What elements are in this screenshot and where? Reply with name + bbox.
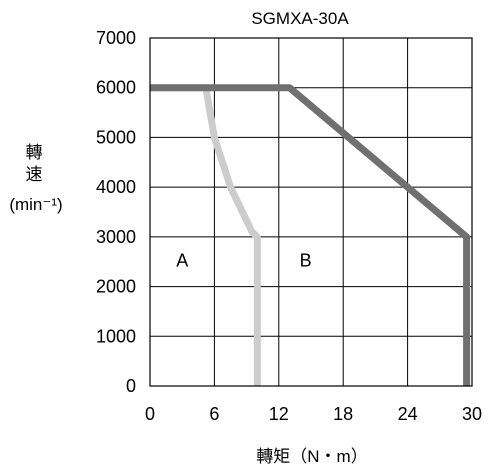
x-tick-label: 18 <box>333 404 353 424</box>
y-tick-label: 1000 <box>96 326 136 346</box>
region-label-b: B <box>300 251 312 271</box>
tick-labels: 0 6 12 18 24 30 0 1000 2000 3000 4000 5000 6000 7000 <box>96 28 482 424</box>
series-line-2 <box>150 84 471 386</box>
y-tick-label: 7000 <box>96 28 136 48</box>
x-tick-label: 0 <box>145 404 155 424</box>
y-tick-label: 0 <box>126 376 136 396</box>
plot-border <box>149 37 473 387</box>
y-tick-label: 6000 <box>96 78 136 98</box>
series-layer <box>150 84 471 386</box>
y-axis-label-line3: (min⁻¹) <box>9 195 62 214</box>
x-tick-label: 30 <box>462 404 482 424</box>
x-tick-label: 6 <box>209 404 219 424</box>
y-tick-label: 5000 <box>96 127 136 147</box>
plot-frame <box>149 37 473 387</box>
chart-title: SGMXA-30A <box>251 9 349 28</box>
y-tick-label: 2000 <box>96 277 136 297</box>
y-tick-label: 4000 <box>96 177 136 197</box>
region-label-a: A <box>176 251 188 271</box>
x-axis-label: 轉矩（N・m） <box>256 447 367 466</box>
x-tick-label: 12 <box>269 404 289 424</box>
x-tick-label: 24 <box>398 404 418 424</box>
y-axis-label-line2: 速 <box>26 165 43 184</box>
y-axis-label-line1: 轉 <box>26 143 43 162</box>
y-tick-label: 3000 <box>96 227 136 247</box>
